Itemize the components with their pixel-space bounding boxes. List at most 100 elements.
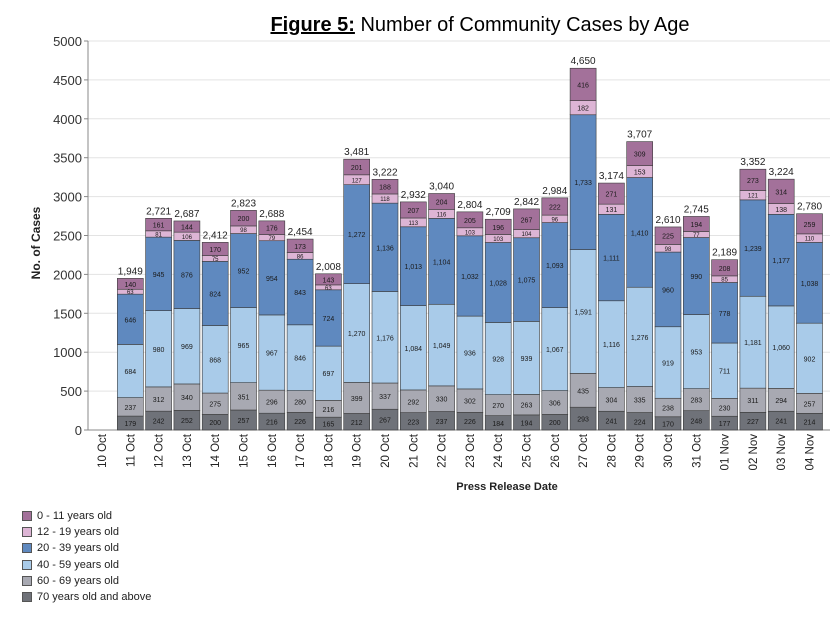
bar-segment — [428, 303, 455, 387]
bar-segment — [428, 218, 455, 305]
legend-swatch — [22, 511, 32, 522]
segment-value-label: 237 — [436, 419, 448, 426]
x-tick-label: 13 Oct — [182, 433, 194, 468]
segment-value-label: 208 — [719, 266, 731, 273]
segment-value-label: 283 — [690, 398, 702, 405]
segment-value-label: 304 — [606, 397, 618, 404]
segment-value-label: 1,177 — [772, 258, 790, 265]
bar-segment — [796, 322, 823, 394]
segment-value-label: 876 — [181, 272, 193, 279]
segment-value-label: 311 — [747, 398, 758, 405]
x-tick-label: 29 Oct — [635, 433, 647, 468]
bar-segment — [145, 218, 172, 232]
segment-value-label: 1,176 — [376, 335, 394, 342]
segment-value-label: 314 — [775, 189, 787, 196]
bar-segment — [682, 216, 710, 232]
x-axis-label: Press Release Date — [456, 481, 558, 493]
segment-value-label: 416 — [577, 82, 589, 89]
bar-segment — [767, 214, 795, 307]
segment-value-label: 230 — [719, 405, 731, 412]
y-tick-label: 5000 — [53, 34, 82, 49]
bar-segment — [286, 258, 314, 326]
x-tick-label: 10 Oct — [97, 433, 109, 468]
x-tick-label: 03 Nov — [776, 434, 788, 471]
x-tick-label: 14 Oct — [210, 433, 222, 468]
bar-segment — [428, 385, 455, 412]
segment-value-label: 81 — [155, 232, 162, 238]
segment-value-label: 868 — [209, 357, 221, 364]
segment-value-label: 335 — [634, 398, 646, 405]
segment-value-label: 280 — [294, 400, 306, 407]
bar-segment — [456, 315, 484, 390]
legend-label: 0 - 11 years old — [37, 510, 113, 523]
bar-segment — [258, 314, 286, 391]
bar-segment — [399, 201, 427, 219]
segment-value-label: 194 — [521, 420, 533, 427]
bar-total-label: 3,352 — [740, 157, 765, 168]
y-tick-label: 500 — [60, 384, 82, 399]
segment-value-label: 207 — [407, 208, 419, 215]
segment-value-label: 1,591 — [574, 309, 592, 316]
segment-value-label: 330 — [436, 397, 448, 404]
segment-value-label: 227 — [747, 419, 759, 426]
legend-swatch — [22, 592, 32, 603]
segment-value-label: 212 — [351, 420, 363, 427]
segment-value-label: 351 — [238, 394, 250, 401]
segment-value-label: 63 — [127, 290, 134, 296]
bar-total-label: 2,804 — [457, 200, 482, 211]
segment-value-label: 103 — [465, 230, 476, 236]
segment-value-label: 182 — [577, 106, 589, 113]
segment-value-label: 196 — [492, 225, 504, 232]
legend-swatch — [22, 559, 32, 570]
segment-value-label: 952 — [238, 269, 250, 276]
y-tick-label: 2000 — [53, 267, 82, 282]
bar-total-label: 2,454 — [288, 227, 313, 238]
segment-value-label: 184 — [492, 421, 504, 428]
segment-value-label: 646 — [124, 317, 136, 324]
segment-value-label: 1,239 — [744, 246, 762, 253]
segment-value-label: 1,104 — [433, 259, 451, 266]
bar-segment — [796, 213, 823, 235]
x-tick-label: 16 Oct — [267, 433, 279, 468]
segment-value-label: 118 — [380, 197, 390, 203]
segment-value-label: 990 — [690, 274, 702, 281]
bar-segment — [767, 305, 795, 389]
bars: 179237684646631401,949242312980945811612… — [117, 56, 823, 431]
legend-label: 40 - 59 years old — [37, 558, 119, 571]
bar-segment — [739, 295, 767, 389]
x-tick-label: 22 Oct — [437, 433, 449, 468]
segment-value-label: 435 — [577, 388, 589, 395]
bar-segment — [117, 278, 144, 290]
segment-value-label: 1,733 — [574, 180, 592, 187]
segment-value-label: 131 — [606, 207, 618, 214]
segment-value-label: 259 — [804, 222, 816, 229]
segment-value-label: 116 — [437, 212, 447, 218]
segment-value-label: 241 — [775, 419, 787, 426]
bar-segment — [484, 322, 512, 395]
segment-value-label: 165 — [323, 422, 335, 429]
x-tick-label: 01 Nov — [720, 434, 732, 471]
segment-value-label: 1,067 — [546, 347, 564, 354]
segment-value-label: 248 — [690, 418, 702, 425]
segment-value-label: 1,075 — [518, 278, 536, 285]
segment-value-label: 270 — [492, 403, 504, 410]
legend-item: 20 - 39 years old — [22, 540, 151, 556]
segment-value-label: 928 — [492, 357, 504, 364]
chart-title-text: Number of Community Cases by Age — [354, 14, 690, 36]
legend: 0 - 11 years old 12 - 19 years old 20 - 39… — [22, 508, 151, 605]
segment-value-label: 127 — [352, 178, 363, 184]
segment-value-label: 216 — [323, 407, 335, 414]
bar-total-label: 2,610 — [655, 215, 680, 226]
segment-value-label: 222 — [549, 204, 561, 211]
segment-value-label: 1,181 — [744, 340, 762, 347]
bar-total-label: 2,008 — [316, 262, 341, 273]
segment-value-label: 121 — [748, 194, 759, 200]
segment-value-label: 63 — [325, 286, 332, 292]
bar-segment — [739, 387, 767, 413]
segment-value-label: 1,013 — [405, 264, 423, 271]
bar-segment — [230, 382, 257, 411]
x-axis: 10 Oct 11 Oct 12 Oct 13 Oct 14 Oct 15 Oct 16 O… — [97, 433, 817, 471]
segment-value-label: 969 — [181, 344, 193, 351]
x-tick-label: 04 Nov — [805, 434, 817, 471]
legend-item: 70 years old and above — [22, 589, 151, 605]
